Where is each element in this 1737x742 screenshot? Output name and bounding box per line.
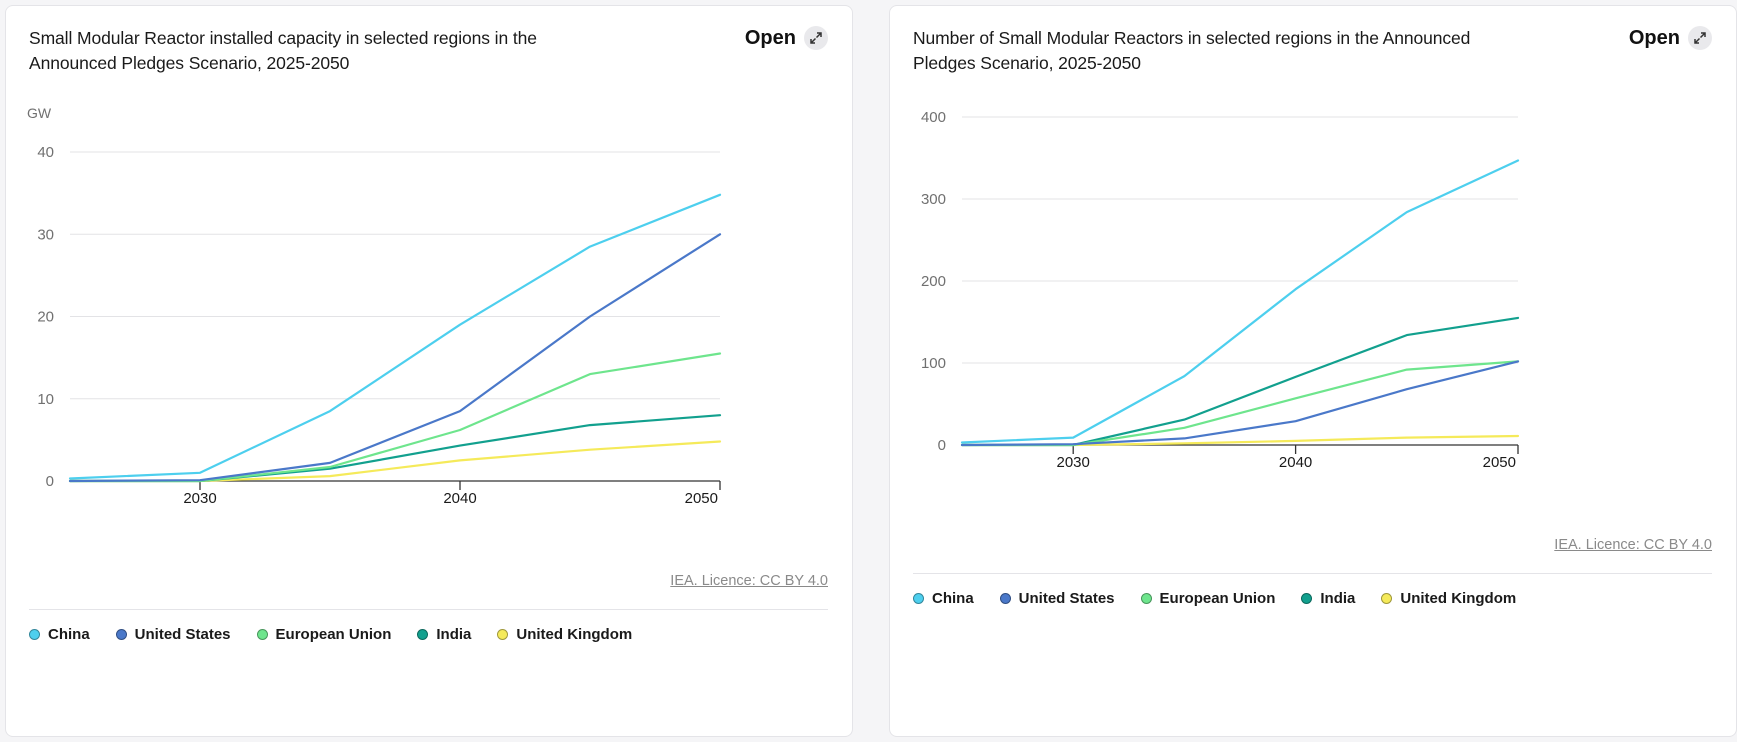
chart-title: Small Modular Reactor installed capacity…	[29, 28, 537, 73]
line-chart-reactor-count: 0 100 200 300 400 2030 2040 2050	[921, 109, 1520, 471]
x-tick-label: 2050	[685, 490, 718, 507]
open-button-label: Open	[744, 26, 796, 49]
legend-swatch-china	[913, 593, 924, 604]
y-tick-label: 400	[921, 109, 946, 126]
y-tick-label: 100	[921, 355, 946, 372]
legend-label: United States	[1018, 590, 1115, 607]
legend-label: China	[48, 626, 90, 643]
licence-link[interactable]: IEA. Licence: CC BY 4.0	[670, 573, 828, 589]
y-axis-unit-label: GW	[27, 105, 52, 121]
legend-swatch-united-states	[115, 629, 127, 640]
legend-item-united-kingdom[interactable]: United Kingdom	[1381, 590, 1516, 607]
legend-swatch-united-states	[999, 593, 1011, 604]
legend-label: European Union	[275, 626, 392, 643]
series-line-united-states	[960, 360, 1520, 447]
x-tick-label: 2040	[443, 490, 476, 507]
expand-icon	[804, 26, 828, 50]
series-line-china	[68, 193, 722, 480]
series-line-united-states	[68, 233, 722, 483]
legend-item-european-union[interactable]: European Union	[1140, 590, 1276, 607]
y-tick-label: 0	[46, 473, 54, 490]
legend-swatch-european-union	[1140, 593, 1152, 604]
legend-label: European Union	[1159, 590, 1276, 607]
legend-item-united-states[interactable]: United States	[999, 590, 1115, 607]
chart-card-capacity: Small Modular Reactor installed capacity…	[5, 5, 853, 737]
chart-title: Number of Small Modular Reactors in sele…	[913, 28, 1471, 73]
legend-divider	[913, 573, 1712, 574]
legend-label: India	[1320, 590, 1356, 607]
legend-label: United States	[134, 626, 231, 643]
legend-swatch-european-union	[256, 629, 268, 640]
y-tick-label: 300	[921, 191, 946, 208]
legend-label: United Kingdom	[1400, 590, 1517, 607]
chart-legend: China United States European Union India…	[913, 590, 1516, 607]
series-line-european-union	[68, 352, 722, 483]
legend-swatch-china	[29, 629, 40, 640]
y-tick-label: 10	[37, 391, 54, 408]
y-tick-label: 30	[37, 226, 54, 243]
licence-link[interactable]: IEA. Licence: CC BY 4.0	[1554, 537, 1712, 553]
series-line-china	[960, 159, 1520, 444]
chart-card-reactor-count: Number of Small Modular Reactors in sele…	[889, 5, 1737, 737]
legend-item-india[interactable]: India	[417, 626, 471, 643]
legend-swatch-united-kingdom	[1381, 593, 1393, 604]
legend-swatch-india	[1301, 593, 1313, 604]
legend-label: China	[932, 590, 974, 607]
y-tick-label: 40	[37, 144, 54, 161]
x-tick-label: 2030	[183, 490, 216, 507]
y-tick-label: 200	[921, 273, 946, 290]
chart-legend: China United States European Union India…	[29, 626, 632, 643]
series-line-european-union	[960, 360, 1520, 447]
legend-label: United Kingdom	[516, 626, 633, 643]
x-tick-label: 2030	[1057, 454, 1090, 471]
legend-item-european-union[interactable]: European Union	[256, 626, 392, 643]
legend-item-china[interactable]: China	[913, 590, 974, 607]
x-tick-label: 2040	[1279, 454, 1312, 471]
y-tick-label: 20	[37, 309, 54, 326]
legend-divider	[29, 609, 828, 610]
open-button-label: Open	[1628, 26, 1680, 49]
expand-icon	[1688, 26, 1712, 50]
legend-item-united-states[interactable]: United States	[115, 626, 231, 643]
legend-swatch-united-kingdom	[497, 629, 509, 640]
legend-item-united-kingdom[interactable]: United Kingdom	[497, 626, 632, 643]
legend-item-china[interactable]: China	[29, 626, 90, 643]
legend-item-india[interactable]: India	[1301, 590, 1355, 607]
legend-swatch-india	[417, 629, 429, 640]
legend-label: India	[436, 626, 472, 643]
y-tick-label: 0	[938, 437, 946, 454]
open-button[interactable]: Open	[1629, 26, 1712, 50]
x-tick-label: 2050	[1483, 454, 1516, 471]
open-button[interactable]: Open	[745, 26, 828, 50]
